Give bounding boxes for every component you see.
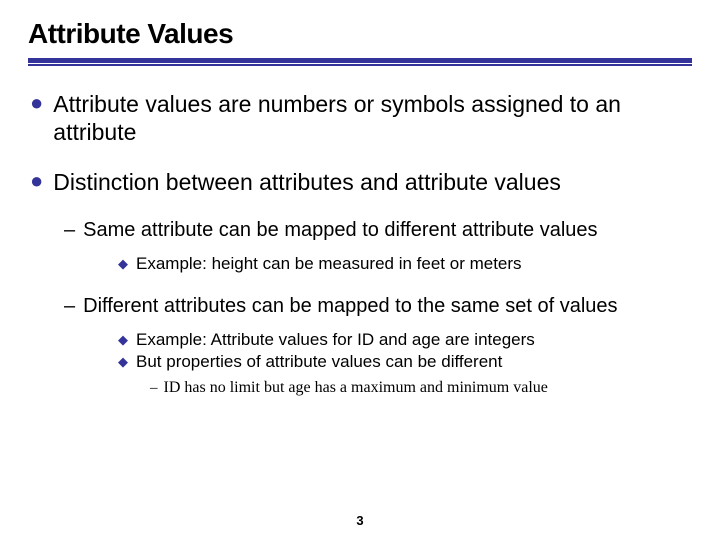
dash-bullet-icon: –: [64, 294, 75, 318]
bullet-text: Attribute values are numbers or symbols …: [53, 90, 692, 146]
title-rule-thick: [28, 58, 692, 63]
diamond-bullet-icon: ◆: [118, 330, 128, 350]
bullet-text: Example: height can be measured in feet …: [136, 254, 522, 274]
title-rule-thin: [28, 64, 692, 66]
bullet-level3: ◆ Example: Attribute values for ID and a…: [28, 330, 692, 350]
slide-title: Attribute Values: [28, 18, 692, 50]
bullet-level3: ◆ But properties of attribute values can…: [28, 352, 692, 372]
dash-bullet-icon: –: [150, 378, 158, 398]
bullet-level4: – ID has no limit but age has a maximum …: [28, 378, 692, 398]
diamond-bullet-icon: ◆: [118, 352, 128, 372]
bullet-text: ID has no limit but age has a maximum an…: [164, 378, 548, 398]
bullet-level1: ● Distinction between attributes and att…: [28, 168, 692, 196]
bullet-text: Distinction between attributes and attri…: [53, 168, 561, 196]
bullet-level1: ● Attribute values are numbers or symbol…: [28, 90, 692, 146]
disc-bullet-icon: ●: [30, 168, 43, 194]
bullet-level2: – Different attributes can be mapped to …: [28, 294, 692, 318]
bullet-level3: ◆ Example: height can be measured in fee…: [28, 254, 692, 274]
bullet-level2: – Same attribute can be mapped to differ…: [28, 218, 692, 242]
diamond-bullet-icon: ◆: [118, 254, 128, 274]
disc-bullet-icon: ●: [30, 90, 43, 116]
bullet-text: Same attribute can be mapped to differen…: [83, 218, 597, 242]
bullet-text: Different attributes can be mapped to th…: [83, 294, 617, 318]
dash-bullet-icon: –: [64, 218, 75, 242]
bullet-text: Example: Attribute values for ID and age…: [136, 330, 535, 350]
page-number: 3: [0, 513, 720, 528]
bullet-text: But properties of attribute values can b…: [136, 352, 502, 372]
